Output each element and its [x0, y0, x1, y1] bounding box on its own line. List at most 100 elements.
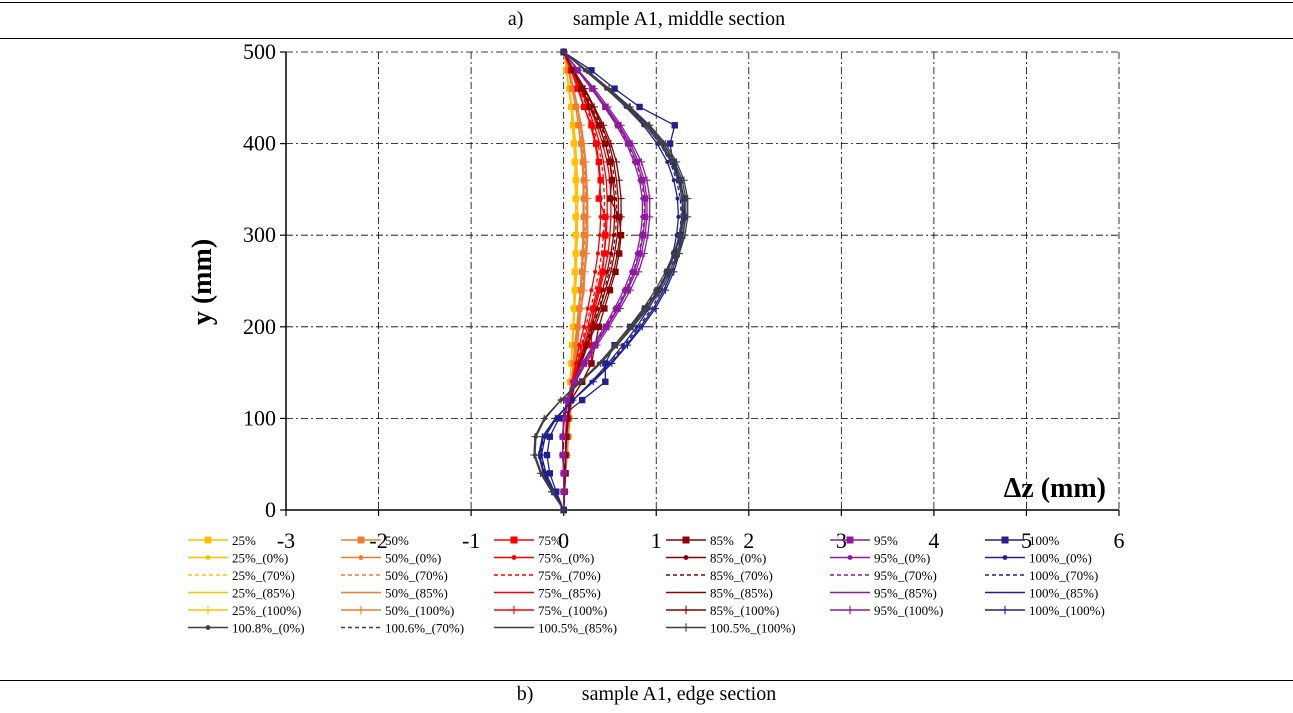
- legend-entry: 100%_(85%): [985, 586, 1098, 601]
- series-100.6%_(70%): [534, 51, 685, 511]
- bottom-caption-tag: b): [516, 683, 534, 705]
- legend-label: 50%: [385, 533, 409, 548]
- y-axis-label: y (mm): [187, 239, 218, 325]
- marker-square: [623, 286, 630, 294]
- marker-dot: [663, 269, 668, 274]
- marker-dot: [581, 214, 586, 219]
- legend-entry: 25%_(100%): [188, 603, 301, 618]
- marker-dot: [641, 306, 646, 311]
- marker-dot: [598, 196, 603, 201]
- top-caption-tag: a): [507, 8, 524, 30]
- legend-entry: 100.8%_(0%): [188, 621, 305, 636]
- marker-square: [639, 177, 646, 184]
- legend-entry: 100.6%_(70%): [341, 621, 464, 636]
- marker-square: [204, 536, 212, 544]
- legend-label: 85%_(85%): [710, 586, 773, 601]
- legend-entry: 85%_(0%): [666, 551, 766, 566]
- marker-dot: [589, 288, 594, 293]
- x-tick-label: -1: [462, 528, 480, 553]
- y-tick-label: 0: [265, 497, 276, 522]
- marker-dot: [511, 555, 517, 560]
- marker-square: [543, 451, 551, 459]
- legend-label: 100%_(85%): [1029, 586, 1098, 601]
- marker-dot: [595, 159, 600, 164]
- legend-entry: 85%_(100%): [666, 603, 779, 618]
- series-85%_(70%): [563, 51, 618, 511]
- marker-square: [666, 140, 674, 147]
- legend-label: 25%_(70%): [232, 568, 295, 583]
- x-tick-label: 5: [1021, 528, 1032, 553]
- marker-square: [578, 396, 586, 404]
- legend-label: 50%_(100%): [385, 603, 454, 618]
- marker-dot: [665, 159, 670, 164]
- marker-dot: [675, 196, 680, 201]
- x-tick-label: -3: [277, 528, 295, 553]
- marker-square: [633, 158, 640, 166]
- y-tick-label: 100: [243, 405, 276, 430]
- legend-entry: 25%_(0%): [188, 551, 288, 566]
- legend-label: 50%_(0%): [385, 551, 441, 566]
- marker-dot: [597, 178, 602, 183]
- legend-entry: 100%_(70%): [985, 568, 1098, 583]
- legend-label: 85%: [710, 533, 734, 548]
- marker-square: [555, 415, 563, 422]
- marker-dot: [640, 214, 645, 219]
- legend-label: 95%: [874, 533, 898, 548]
- legend-entry: 95%_(70%): [830, 568, 937, 583]
- legend-entry: 25%_(70%): [188, 568, 295, 583]
- marker-dot: [683, 555, 689, 560]
- legend-label: 95%_(70%): [874, 568, 937, 583]
- marker-dot: [634, 251, 639, 256]
- marker-square: [602, 378, 609, 385]
- legend-label: 25%_(100%): [232, 603, 301, 618]
- marker-square: [682, 536, 690, 544]
- legend-label: 100.6%_(70%): [385, 621, 464, 636]
- legend-entry: 85%_(85%): [666, 586, 773, 601]
- legend-entry: 50%: [341, 533, 409, 548]
- legend-entry: 95%: [830, 533, 898, 548]
- series-100.5%_(100%): [530, 48, 692, 514]
- marker-square: [546, 470, 553, 477]
- legend-label: 75%_(70%): [538, 568, 601, 583]
- marker-square: [640, 232, 647, 239]
- marker-dot: [581, 104, 587, 110]
- marker-square: [606, 195, 614, 202]
- legend-entry: 50%_(0%): [341, 551, 441, 566]
- y-tick-label: 500: [243, 39, 276, 64]
- marker-dot: [643, 123, 648, 128]
- legend-entry: 75%_(0%): [494, 551, 594, 566]
- legend-entry: 95%_(0%): [830, 551, 930, 566]
- legend-label: 100%_(100%): [1029, 603, 1105, 618]
- marker-dot: [612, 214, 617, 219]
- legend-entry: 100%_(100%): [985, 603, 1105, 618]
- grid-lines: [286, 51, 1120, 510]
- series-line: [534, 51, 685, 511]
- legend-entry: 25%_(85%): [188, 586, 295, 601]
- series-line: [540, 51, 680, 511]
- x-tick-label: 6: [1114, 528, 1125, 553]
- bottom-rule: [0, 680, 1293, 681]
- axes: [280, 51, 1120, 516]
- x-axis-label: Δz (mm): [1004, 473, 1106, 504]
- marker-dot: [612, 196, 617, 201]
- marker-square: [357, 536, 365, 544]
- legend-label: 50%_(85%): [385, 586, 448, 601]
- legend-label: 85%_(0%): [710, 551, 766, 566]
- series-line: [563, 51, 612, 511]
- y-tick-label: 400: [243, 131, 276, 156]
- legend-label: 100%_(70%): [1029, 568, 1098, 583]
- legend-label: 25%_(0%): [232, 551, 288, 566]
- series-line: [563, 51, 606, 511]
- marker-dot: [358, 555, 364, 560]
- series-line: [533, 51, 689, 511]
- marker-dot: [578, 141, 583, 146]
- legend-label: 100%_(0%): [1029, 551, 1092, 566]
- legend-label: 75%_(100%): [538, 603, 607, 618]
- marker-dot: [581, 178, 586, 183]
- marker-dot: [595, 251, 600, 256]
- marker-dot: [581, 196, 586, 201]
- marker-dot: [580, 251, 585, 256]
- marker-dot: [585, 306, 590, 311]
- legend-label: 100.5%_(100%): [710, 621, 796, 636]
